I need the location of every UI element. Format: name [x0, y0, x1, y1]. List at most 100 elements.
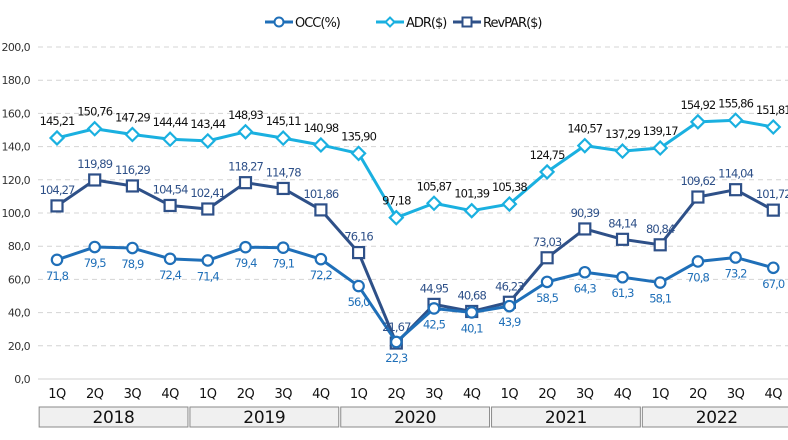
data-label-adr: 135,90: [341, 129, 376, 143]
x-tick-label: 1Q: [350, 387, 368, 402]
x-tick-label: 2Q: [538, 387, 556, 402]
data-point-revpar: [201, 202, 215, 216]
x-tick-label: 3Q: [274, 387, 292, 402]
data-point-adr: [425, 195, 443, 212]
data-label-revpar: 101,72: [756, 187, 788, 201]
data-point-adr: [388, 209, 405, 226]
data-point-adr: [350, 145, 367, 162]
data-point-occ: [540, 275, 554, 289]
data-label-adr: 105,87: [417, 179, 452, 193]
data-point-occ: [239, 240, 252, 254]
data-point-adr: [576, 137, 593, 154]
data-point-revpar: [238, 176, 253, 190]
data-label-revpar: 44,95: [420, 281, 449, 295]
data-label-revpar: 104,27: [40, 183, 75, 197]
data-point-adr: [501, 196, 518, 213]
data-label-revpar: 119,89: [77, 157, 112, 171]
data-label-revpar: 114,78: [266, 165, 301, 179]
legend-marker-diamond-icon: [384, 16, 396, 28]
data-label-adr: 145,21: [40, 114, 75, 128]
data-label-adr: 151,81: [756, 103, 788, 117]
data-label-revpar: 80,84: [646, 222, 675, 236]
data-label-adr: 150,76: [77, 105, 112, 119]
data-label-adr: 139,17: [643, 124, 678, 138]
y-axis: 0,0 20,0 40,0 60,0 80,0 100,0 120,0 140,0 160,0 1…: [2, 41, 32, 386]
data-point-adr: [765, 118, 782, 136]
data-point-revpar: [352, 245, 366, 260]
data-label-revpar: 76,16: [344, 230, 373, 244]
data-point-occ: [201, 254, 215, 267]
legend-marker-square-icon: [461, 16, 473, 28]
data-label-occ: 72,4: [159, 268, 182, 282]
data-label-adr: 140,98: [303, 121, 338, 135]
data-point-occ: [314, 252, 328, 266]
x-tick-label: 3Q: [576, 387, 594, 402]
data-label-revpar: 118,27: [228, 160, 263, 174]
legend-item-occ: OCC(%): [265, 16, 341, 31]
x-axis: 1Q 2Q 3Q 4Q 1Q 2Q 3Q 4Q 1Q 2Q 3Q 4Q 1Q 2Q 3Q 4Q 1Q 2Q 3Q 4Q…: [38, 387, 788, 428]
data-point-revpar: [314, 203, 328, 217]
data-point-adr: [539, 163, 556, 180]
data-label-revpar: 116,29: [115, 163, 150, 177]
series-revpar: [50, 173, 780, 350]
data-label-adr: 124,75: [530, 148, 565, 162]
data-label-occ: 71,4: [197, 269, 220, 283]
y-tick-label: 20,0: [8, 340, 31, 353]
data-label-occ: 58,1: [649, 292, 672, 306]
data-label-adr: 145,11: [266, 114, 301, 128]
data-point-occ: [50, 253, 64, 267]
data-label-revpar: 21,67: [382, 320, 411, 334]
year-group-label: 2019: [243, 408, 285, 428]
data-point-occ: [427, 302, 441, 315]
y-tick-label: 180,0: [2, 74, 31, 87]
data-point-revpar: [766, 203, 780, 217]
data-point-occ: [163, 252, 177, 266]
data-point-revpar: [163, 198, 177, 213]
data-label-occ: 56,0: [348, 295, 371, 309]
data-point-revpar: [125, 179, 140, 193]
y-tick-label: 60,0: [8, 273, 31, 286]
data-point-revpar: [691, 190, 705, 204]
data-point-occ: [465, 306, 478, 319]
data-point-adr: [48, 129, 66, 147]
data-point-adr: [237, 123, 254, 140]
data-label-adr: 155,86: [718, 96, 753, 110]
y-tick-label: 140,0: [2, 141, 31, 154]
data-label-occ: 58,5: [536, 291, 559, 305]
data-label-occ: 40,1: [461, 321, 484, 335]
data-label-adr: 97,18: [382, 194, 411, 208]
data-label-adr: 105,38: [492, 180, 527, 194]
x-tick-label: 4Q: [463, 387, 481, 402]
data-label-adr: 143,44: [190, 117, 225, 131]
data-label-adr: 137,29: [605, 127, 640, 141]
data-point-adr: [275, 130, 292, 147]
data-label-occ: 79,1: [272, 257, 295, 271]
legend-label-adr: ADR($): [406, 16, 446, 31]
data-point-revpar: [50, 199, 64, 213]
data-point-occ: [352, 279, 365, 293]
year-group-label: 2021: [545, 408, 587, 428]
data-label-occ: 43,9: [498, 315, 521, 329]
data-point-occ: [691, 255, 705, 268]
data-label-occ: 22,3: [385, 351, 408, 365]
data-label-occ: 64,3: [574, 281, 597, 295]
legend-label-revpar: RevPAR($): [483, 16, 542, 31]
data-label-revpar: 102,41: [190, 186, 225, 200]
data-point-adr: [463, 202, 480, 219]
data-label-adr: 154,92: [680, 98, 715, 112]
data-label-revpar: 73,03: [533, 235, 562, 249]
x-tick-label: 1Q: [48, 387, 66, 402]
data-point-revpar: [578, 222, 592, 236]
data-point-revpar: [653, 238, 667, 252]
legend-item-adr: ADR($): [376, 16, 447, 31]
data-label-occ: 79,5: [84, 256, 107, 270]
x-tick-label: 3Q: [425, 387, 443, 402]
x-tick-label: 4Q: [312, 387, 330, 402]
data-point-occ: [653, 276, 667, 289]
data-point-adr: [312, 136, 329, 154]
x-tick-label: 2Q: [689, 387, 707, 402]
data-point-occ: [503, 299, 516, 313]
x-tick-label: 1Q: [199, 387, 217, 402]
data-point-occ: [389, 335, 403, 349]
